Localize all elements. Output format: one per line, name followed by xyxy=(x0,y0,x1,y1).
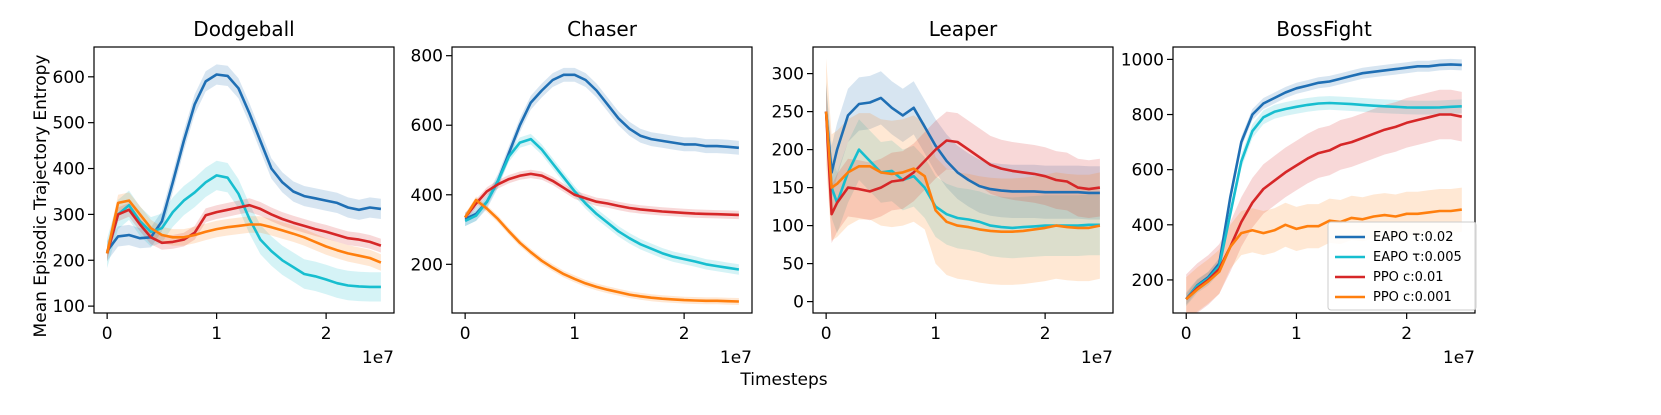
band-ppo-c-0-01 xyxy=(465,169,739,222)
band-eapo-0-005 xyxy=(826,81,1100,259)
band-ppo-c-0-01 xyxy=(826,82,1100,244)
y-tick-label: 400 xyxy=(1132,216,1164,236)
y-tick-label: 100 xyxy=(53,297,85,317)
y-tick-label: 200 xyxy=(53,251,85,271)
y-tick-label: 200 xyxy=(772,141,804,161)
legend-frame xyxy=(1327,221,1477,311)
axes-frame xyxy=(451,46,753,314)
x-offset-text: 1e7 xyxy=(362,348,394,368)
y-tick-label: 800 xyxy=(411,47,443,67)
band-ppo-c-0-001 xyxy=(826,58,1100,285)
series-line-ppo-c-0-01 xyxy=(464,172,739,219)
y-tick-label: 500 xyxy=(53,114,85,134)
band-eapo-0-005 xyxy=(107,160,381,302)
x-tick-label: 0 xyxy=(460,324,471,344)
x-tick-label: 1 xyxy=(930,324,941,344)
plot-area xyxy=(105,64,382,302)
y-tick-label: 400 xyxy=(411,186,443,206)
x-tick-label: 1 xyxy=(211,324,222,344)
subplot-chaser: 0 1 2 200 400 600 800 Chaser 1e7 xyxy=(411,17,753,368)
x-tick-label: 2 xyxy=(1040,324,1051,344)
subplot-title: Chaser xyxy=(567,17,638,41)
series-line-eapo-0-02 xyxy=(464,73,740,221)
subplot-title: Dodgeball xyxy=(193,17,294,41)
legend-label-eapo-0005: EAPO τ:0.005 xyxy=(1373,250,1462,265)
plot-area xyxy=(824,58,1101,285)
y-tick-label: 150 xyxy=(772,179,804,199)
axes-frame xyxy=(812,46,1114,314)
legend-label-ppo-001: PPO c:0.01 xyxy=(1373,270,1444,285)
x-tick-label: 2 xyxy=(321,324,332,344)
y-tick-label: 800 xyxy=(1132,106,1164,126)
x-tick-label: 1 xyxy=(1291,324,1302,344)
x-offset-text: 1e7 xyxy=(1443,348,1475,368)
shared-x-axis-label: Timesteps xyxy=(739,370,827,390)
y-tick-label: 1000 xyxy=(1121,50,1164,70)
band-ppo-c-0-001 xyxy=(1186,187,1462,313)
y-tick-label: 300 xyxy=(772,65,804,85)
band-eapo-0-005 xyxy=(465,133,739,275)
subplot-title: BossFight xyxy=(1276,17,1372,41)
series-line-eapo-0-005 xyxy=(1185,101,1462,301)
axes-frame xyxy=(93,46,395,314)
y-tick-label: 100 xyxy=(772,217,804,237)
plot-area xyxy=(464,67,740,305)
series-line-ppo-c-0-01 xyxy=(824,111,1101,216)
axes-frame xyxy=(1172,46,1476,314)
x-offset-text: 1e7 xyxy=(720,348,752,368)
series-line-ppo-c-0-001 xyxy=(824,111,1101,233)
y-tick-label: 250 xyxy=(772,103,804,123)
legend-label-ppo-0001: PPO c:0.001 xyxy=(1373,290,1452,305)
plot-area xyxy=(1185,58,1463,313)
x-tick-label: 1 xyxy=(569,324,580,344)
series-line-ppo-c-0-001 xyxy=(105,199,382,264)
y-tick-label: 600 xyxy=(411,116,443,136)
subplot-leaper: 0 1 2 0 50 100 150 200 250 300 Leaper 1e7 xyxy=(772,17,1114,368)
x-tick-label: 2 xyxy=(679,324,690,344)
y-tick-label: 600 xyxy=(1132,161,1164,181)
band-ppo-c-0-01 xyxy=(1186,89,1462,313)
legend: EAPO τ:0.02 EAPO τ:0.005 PPO c:0.01 PPO … xyxy=(1327,221,1477,311)
y-tick-label: 200 xyxy=(411,255,443,275)
y-tick-label: 200 xyxy=(1132,271,1164,291)
legend-label-eapo-002: EAPO τ:0.02 xyxy=(1373,230,1453,245)
series-line-eapo-0-005 xyxy=(464,137,740,271)
series-line-ppo-c-0-001 xyxy=(464,198,739,303)
series-line-ppo-c-0-01 xyxy=(105,203,382,254)
y-tick-label: 50 xyxy=(782,255,804,275)
shared-y-axis-label: Mean Episodic Trajectory Entropy xyxy=(31,55,51,338)
x-tick-label: 0 xyxy=(821,324,832,344)
x-tick-label: 0 xyxy=(102,324,113,344)
subplot-dodgeball: 0 1 2 100 200 300 400 500 600 Dodgeball 1e7 xyxy=(53,17,395,368)
x-tick-label: 0 xyxy=(1181,324,1192,344)
x-tick-label: 2 xyxy=(1401,324,1412,344)
y-tick-label: 400 xyxy=(53,160,85,180)
series-line-eapo-0-02 xyxy=(106,73,382,252)
series-line-eapo-0-02 xyxy=(1185,63,1462,301)
y-tick-label: 300 xyxy=(53,205,85,225)
series-line-eapo-0-02 xyxy=(824,96,1100,195)
band-ppo-c-0-01 xyxy=(107,198,381,261)
y-tick-label: 600 xyxy=(53,68,85,88)
y-tick-label: 0 xyxy=(793,293,804,313)
subplot-title: Leaper xyxy=(929,17,998,41)
band-ppo-c-0-001 xyxy=(107,192,381,271)
series-line-ppo-c-0-001 xyxy=(1185,208,1462,301)
x-offset-text: 1e7 xyxy=(1081,348,1113,368)
subplot-bossfight: 0 1 2 200 400 600 800 1000 BossFight 1e7 xyxy=(1121,17,1476,368)
